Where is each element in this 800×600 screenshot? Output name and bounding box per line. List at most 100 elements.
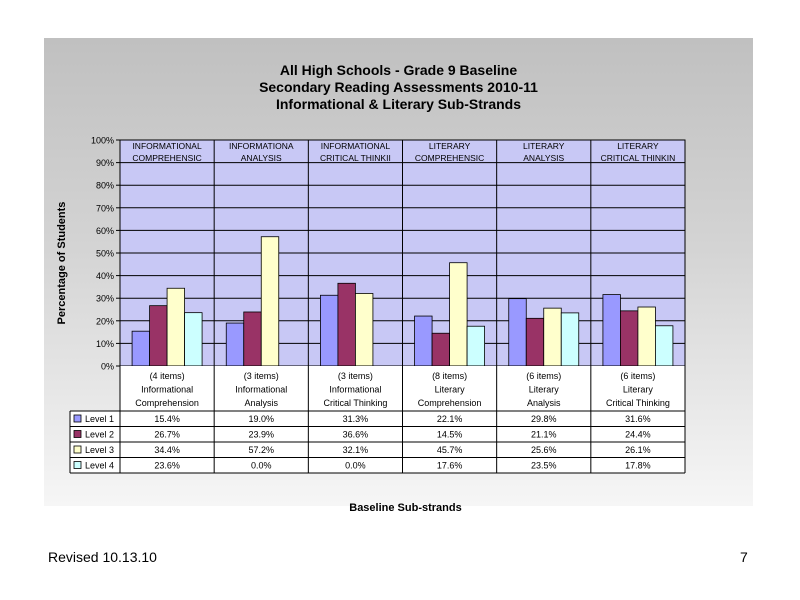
group-header-label: INFORMATIONA bbox=[229, 141, 294, 151]
chart-title: All High Schools - Grade 9 Baseline Seco… bbox=[44, 62, 753, 113]
bar-level-3 bbox=[166, 287, 185, 367]
category-label: Critical Thinking bbox=[606, 398, 670, 408]
bar-level-2 bbox=[243, 311, 262, 367]
data-label: 45.7% bbox=[437, 445, 463, 455]
group-header-label: INFORMATIONAL bbox=[132, 141, 202, 151]
bar-level-4 bbox=[655, 325, 674, 367]
category-label: Informational bbox=[329, 385, 381, 395]
data-label: 31.3% bbox=[343, 414, 369, 424]
category-label: (6 items) bbox=[526, 371, 561, 381]
y-axis-title: Percentage of Students bbox=[56, 202, 68, 325]
bar-level-3 bbox=[637, 306, 656, 367]
category-label: Comprehension bbox=[418, 398, 482, 408]
bar-level-1 bbox=[602, 294, 621, 367]
y-tick-label: 90% bbox=[96, 158, 114, 168]
data-label: 22.1% bbox=[437, 414, 463, 424]
chart-title-line-3: Informational & Literary Sub-Strands bbox=[275, 96, 522, 112]
y-tick-label: 70% bbox=[96, 203, 114, 213]
group-header-label: CRITICAL THINKIN bbox=[601, 153, 676, 163]
data-label: 23.5% bbox=[531, 461, 557, 471]
bar-level-1 bbox=[508, 298, 527, 367]
revised-date: Revised 10.13.10 bbox=[48, 549, 157, 565]
data-label: 26.1% bbox=[625, 445, 651, 455]
bar-level-2 bbox=[149, 305, 168, 367]
data-label: 17.6% bbox=[437, 461, 463, 471]
legend-swatch-level-1 bbox=[73, 414, 82, 423]
group-header-label: CRITICAL THINKII bbox=[320, 153, 391, 163]
y-tick-label: 10% bbox=[96, 339, 114, 349]
data-label: 32.1% bbox=[343, 445, 369, 455]
bar-level-4 bbox=[184, 312, 203, 367]
bar-level-4 bbox=[466, 325, 485, 367]
legend-label: Level 1 bbox=[85, 414, 114, 424]
category-label: (3 items) bbox=[244, 371, 279, 381]
group-header-label: LITERARY bbox=[617, 141, 659, 151]
category-label: Analysis bbox=[527, 398, 561, 408]
category-label: Critical Thinking bbox=[323, 398, 387, 408]
category-label: Informational bbox=[235, 385, 287, 395]
y-tick-label: 0% bbox=[101, 362, 114, 372]
y-tick-label: 40% bbox=[96, 271, 114, 281]
bar-level-1 bbox=[225, 322, 245, 367]
data-label: 26.7% bbox=[154, 430, 180, 440]
x-axis-title: Baseline Sub-strands bbox=[349, 502, 461, 514]
group-header-label: LITERARY bbox=[429, 141, 471, 151]
bar-level-2 bbox=[431, 332, 450, 367]
data-label: 19.0% bbox=[248, 414, 274, 424]
category-label: Analysis bbox=[244, 398, 278, 408]
legend-label: Level 4 bbox=[85, 461, 114, 471]
group-header-label: INFORMATIONAL bbox=[321, 141, 391, 151]
y-tick-label: 80% bbox=[96, 181, 114, 191]
group-header-label: COMPREHENSIC bbox=[132, 153, 201, 163]
legend-label: Level 2 bbox=[85, 430, 114, 440]
bar-level-3 bbox=[260, 236, 280, 367]
legend-label: Level 3 bbox=[85, 445, 114, 455]
legend-swatch-level-4 bbox=[73, 461, 82, 469]
y-tick-label: 60% bbox=[96, 226, 114, 236]
chart-title-line-1: All High Schools - Grade 9 Baseline bbox=[279, 62, 518, 78]
group-header-label: LITERARY bbox=[523, 141, 565, 151]
y-tick-label: 30% bbox=[96, 294, 114, 304]
bar-level-1 bbox=[320, 294, 339, 367]
group-header-label: ANALYSIS bbox=[241, 153, 282, 163]
category-label: Informational bbox=[141, 385, 193, 395]
legend-swatch-level-2 bbox=[73, 430, 82, 438]
legend-swatch-level-3 bbox=[73, 445, 82, 454]
data-label: 23.6% bbox=[154, 461, 180, 471]
bar-level-4 bbox=[560, 312, 580, 367]
bar-level-3 bbox=[543, 307, 562, 367]
group-header-label: COMPREHENSIC bbox=[415, 153, 484, 163]
category-label: (3 items) bbox=[338, 371, 373, 381]
bar-level-3 bbox=[449, 262, 468, 367]
data-label: 36.6% bbox=[343, 430, 369, 440]
data-label: 17.8% bbox=[625, 461, 651, 471]
bar-level-1 bbox=[414, 315, 433, 367]
data-label: 15.4% bbox=[154, 414, 180, 424]
y-tick-label: 20% bbox=[96, 316, 114, 326]
bar-level-2 bbox=[525, 317, 545, 367]
data-label: 24.4% bbox=[625, 430, 651, 440]
category-label: Comprehension bbox=[135, 398, 199, 408]
data-label: 14.5% bbox=[437, 430, 463, 440]
category-label: (8 items) bbox=[432, 371, 467, 381]
category-label: Literary bbox=[623, 385, 654, 395]
category-label: (6 items) bbox=[620, 371, 655, 381]
data-label: 25.6% bbox=[531, 445, 557, 455]
category-label: (4 items) bbox=[150, 371, 185, 381]
bar-level-2 bbox=[620, 310, 639, 367]
data-label: 57.2% bbox=[248, 445, 274, 455]
data-label: 34.4% bbox=[154, 445, 180, 455]
chart-title-line-2: Secondary Reading Assessments 2010-11 bbox=[259, 79, 538, 95]
bar-level-1 bbox=[131, 330, 150, 367]
category-label: Literary bbox=[529, 385, 560, 395]
bar-level-3 bbox=[355, 293, 374, 367]
category-label: Literary bbox=[435, 385, 466, 395]
data-label: 21.1% bbox=[531, 430, 557, 440]
y-tick-label: 50% bbox=[96, 249, 114, 259]
data-label: 0.0% bbox=[251, 461, 272, 471]
data-label: 0.0% bbox=[345, 461, 366, 471]
page-number: 7 bbox=[740, 549, 748, 565]
data-label: 23.9% bbox=[248, 430, 274, 440]
data-label: 31.6% bbox=[625, 414, 651, 424]
